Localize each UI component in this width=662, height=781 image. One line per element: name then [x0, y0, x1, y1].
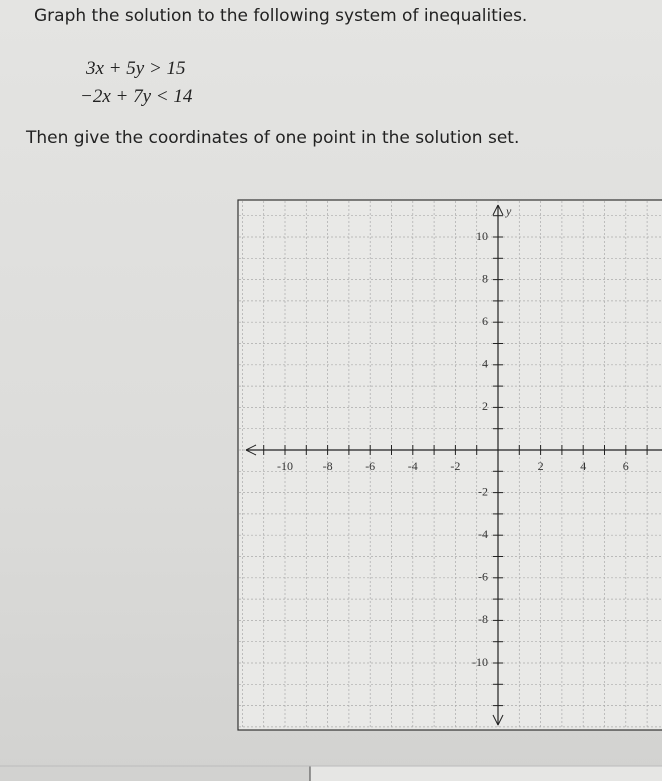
- y-tick-label: 4: [482, 357, 488, 371]
- x-tick-label: -10: [277, 459, 293, 473]
- y-tick-label: -8: [478, 612, 488, 626]
- y-tick-label: -10: [472, 655, 488, 669]
- x-tick-label: -4: [408, 459, 418, 473]
- instruction: Then give the coordinates of one point i…: [26, 128, 520, 148]
- inequality: 3x + 5y > 15: [86, 58, 186, 79]
- y-axis-arrow: [492, 204, 504, 726]
- y-tick-label: 2: [482, 399, 488, 413]
- x-tick-label: -2: [450, 459, 460, 473]
- x-axis-arrow: [245, 444, 257, 456]
- y-tick-label: -4: [478, 527, 488, 541]
- x-tick-label: -6: [365, 459, 375, 473]
- x-tick-label: 6: [623, 459, 629, 473]
- inequality: −2x + 7y < 14: [80, 86, 193, 107]
- x-tick-label: -8: [323, 459, 333, 473]
- y-tick-label: -6: [478, 570, 488, 584]
- x-tick-label: 4: [580, 459, 586, 473]
- x-tick-label: 2: [538, 459, 544, 473]
- y-tick-label: 10: [476, 229, 488, 243]
- y-axis-label: y: [505, 204, 512, 218]
- prompt: Graph the solution to the following syst…: [34, 6, 528, 26]
- y-tick-label: 8: [482, 271, 488, 285]
- y-tick-label: 6: [482, 314, 488, 328]
- y-tick-label: -2: [478, 484, 488, 498]
- answer-box[interactable]: [309, 765, 662, 781]
